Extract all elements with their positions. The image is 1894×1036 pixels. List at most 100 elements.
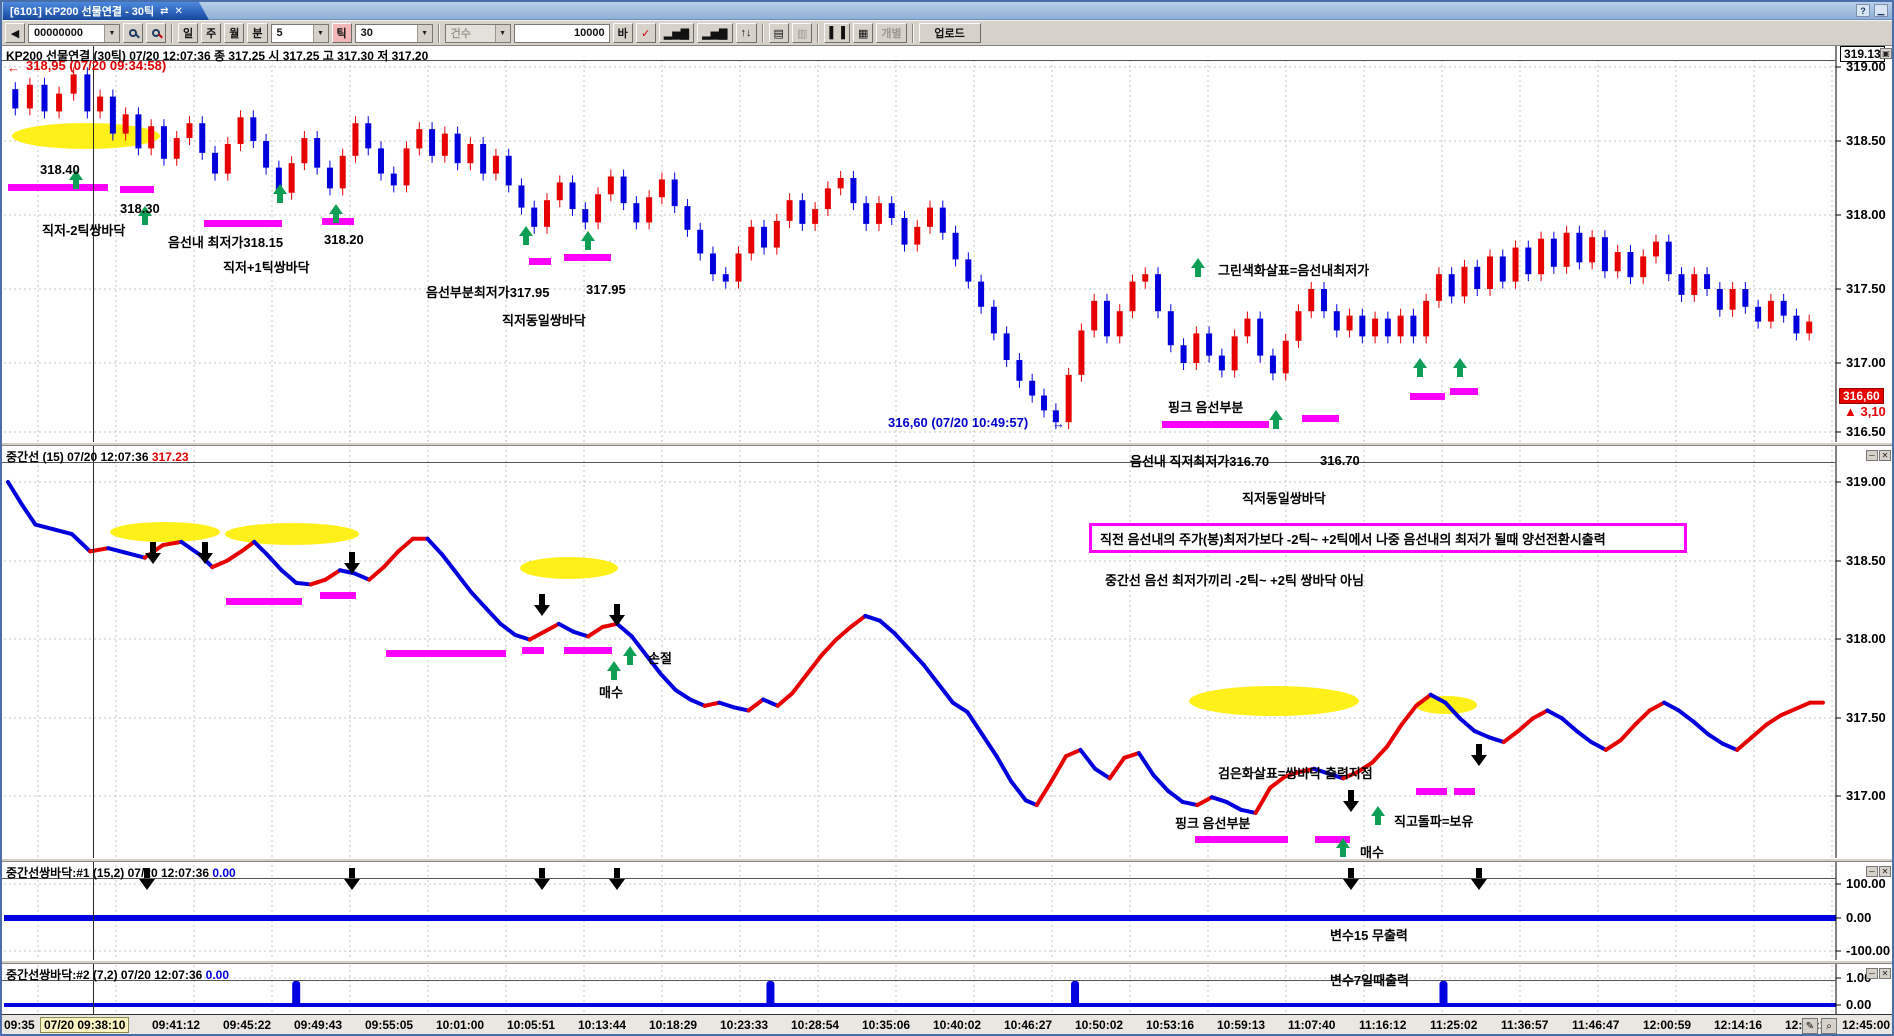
double-bottom-bar <box>1416 788 1447 795</box>
zoom-in-button-icon <box>129 29 137 37</box>
bar-button[interactable]: 바 <box>612 23 633 43</box>
amount-input[interactable]: 10000 <box>513 23 610 43</box>
minute-button[interactable]: 분 <box>247 23 268 43</box>
y-axis-tick-label: 316.50 <box>1846 424 1886 439</box>
double-bottom-bar <box>564 254 611 261</box>
time-label: 09:41:12 <box>152 1018 201 1032</box>
chart-annotation: 매수 <box>1360 845 1384 860</box>
zoom-back-button[interactable] <box>146 23 166 43</box>
link-icon[interactable]: ⇄ <box>160 5 169 17</box>
black-down-arrow-icon <box>197 542 213 564</box>
double-bottom-bar <box>1195 836 1288 843</box>
tick-button[interactable]: 틱 <box>331 23 352 43</box>
signal-spike <box>766 981 775 1006</box>
scroll-left-button[interactable]: ◀ <box>5 23 25 43</box>
minimize-icon[interactable]: ▁ <box>1874 4 1888 17</box>
pane-splitter-2[interactable] <box>2 858 1892 862</box>
black-down-arrow-icon <box>1471 868 1487 890</box>
black-down-arrow-icon <box>139 868 155 890</box>
time-label: 09:35 <box>4 1018 35 1032</box>
black-down-arrow-icon <box>534 594 550 616</box>
time-label: 10:13:44 <box>578 1018 627 1032</box>
sort-updown-button[interactable]: ↑↓ <box>735 23 757 43</box>
pane-splitter-1[interactable] <box>2 442 1892 446</box>
pane1-header-text: KP200 선물연결 (30틱) 07/20 12:07:36 종 317.25… <box>6 49 429 63</box>
green-up-arrow-icon <box>138 206 152 225</box>
draw-tool-icon[interactable]: ✎ <box>1802 1018 1818 1034</box>
candle-style-button[interactable]: ▌▐ <box>824 23 850 43</box>
code-combo[interactable]: 00000000 ▼ <box>28 23 120 43</box>
close-icon[interactable]: ✕ <box>174 5 183 17</box>
pane-close-icon[interactable]: ✕ <box>1879 866 1891 877</box>
chevron-down-icon[interactable]: ▼ <box>312 24 328 42</box>
chart-annotation: 그린색화살표=음선내최저가 <box>1218 263 1370 278</box>
chart-annotation: → <box>1052 416 1065 431</box>
count-combo[interactable]: 건수 ▼ <box>444 23 511 43</box>
chart-annotation: 318,95 (07/20 09:34:58) <box>26 58 167 73</box>
black-down-arrow-icon <box>609 604 625 626</box>
chart-annotation: 매수 <box>599 685 623 700</box>
pane-close-icon[interactable]: ✕ <box>1879 450 1891 461</box>
toolbar-separator <box>817 23 820 43</box>
highlight-ellipse <box>225 523 359 545</box>
y-axis-tick-label: -100.00 <box>1846 943 1891 958</box>
pane-minimize-icon[interactable]: ─ <box>1866 450 1878 461</box>
help-icon[interactable]: ? <box>1856 4 1870 17</box>
gray-bars-button[interactable]: ▂▅▇ <box>697 23 733 43</box>
copy-page-button[interactable]: ▥ <box>791 23 813 43</box>
black-down-arrow-icon <box>609 868 625 890</box>
pane4-header-underline <box>2 980 1836 981</box>
y-axis-tick-label: 318.00 <box>1846 631 1886 646</box>
toolbar-separator <box>437 23 440 43</box>
chart-annotation: 변수15 무출력 <box>1330 928 1408 943</box>
black-down-arrow-icon <box>1343 868 1359 890</box>
zoom-in-button[interactable] <box>123 23 143 43</box>
day-button[interactable]: 일 <box>178 23 199 43</box>
double-bottom-bar <box>1302 415 1339 422</box>
pane2-value: 317.23 <box>151 450 189 464</box>
window-title-tab[interactable]: [6101] KP200 선물연결 - 30틱 ⇄ ✕ <box>3 2 209 20</box>
pane1-header-underline <box>2 60 1836 61</box>
double-bottom-bar <box>8 184 108 191</box>
pane-minimize-icon[interactable]: ─ <box>1866 866 1878 877</box>
upload-button[interactable]: 업로드 <box>918 23 981 43</box>
chart-annotation: 직저동일쌍바닥 <box>1242 491 1326 506</box>
pane-restore-icon[interactable]: ▣ <box>1880 48 1892 59</box>
pane-minimize-icon[interactable]: ─ <box>1866 968 1878 979</box>
time-label: 11:07:40 <box>1288 1018 1336 1032</box>
pane-close-icon[interactable]: ✕ <box>1879 968 1891 979</box>
time-label: 09:55:05 <box>365 1018 414 1032</box>
y-axis-tick-label: 0.00 <box>1846 997 1872 1012</box>
time-label: 10:46:27 <box>1004 1018 1053 1032</box>
volume-bars-button[interactable]: ▂▅▇ <box>658 23 695 43</box>
highlight-ellipse <box>520 557 618 579</box>
trend-check-button[interactable]: ✓ <box>635 23 656 43</box>
time-label: 11:46:47 <box>1572 1018 1620 1032</box>
y-axis-tick-label: 317.00 <box>1846 788 1886 803</box>
pane-splitter-3[interactable] <box>2 960 1892 964</box>
individual-button[interactable]: 개별 <box>876 23 907 43</box>
grid-style-button[interactable]: ▦ <box>852 23 874 43</box>
time-label: 09:45:22 <box>223 1018 272 1032</box>
time-label: 12:00:59 <box>1643 1018 1692 1032</box>
week-button[interactable]: 주 <box>201 23 222 43</box>
chevron-down-icon[interactable]: ▼ <box>104 24 119 42</box>
chevron-down-icon[interactable]: ▼ <box>494 24 510 42</box>
rule-note-box: 직전 음선내의 주가(봉)최저가보다 -2틱~ +2틱에서 나중 음선내의 최저… <box>1089 523 1687 553</box>
chart-annotation: 직저+1틱쌍바닥 <box>223 260 310 275</box>
black-down-arrow-icon <box>344 868 360 890</box>
double-bottom-bar <box>564 647 612 654</box>
chevron-down-icon[interactable]: ▼ <box>416 24 432 42</box>
time-label: 11:36:57 <box>1501 1018 1549 1032</box>
green-up-arrow-icon <box>1336 838 1350 857</box>
chart-annotation: 핑크 음선부분 <box>1175 816 1251 831</box>
y-axis-tick-label: 318.50 <box>1846 133 1886 148</box>
month-button[interactable]: 월 <box>224 23 245 43</box>
tick-combo[interactable]: 30 ▼ <box>354 23 433 43</box>
green-up-arrow-icon <box>623 646 637 665</box>
minute-combo[interactable]: 5 ▼ <box>270 23 329 43</box>
zoom-tool-icon[interactable]: ⌕ <box>1821 1018 1837 1034</box>
new-page-button[interactable]: ▤ <box>768 23 789 43</box>
green-up-arrow-icon <box>1269 410 1283 429</box>
